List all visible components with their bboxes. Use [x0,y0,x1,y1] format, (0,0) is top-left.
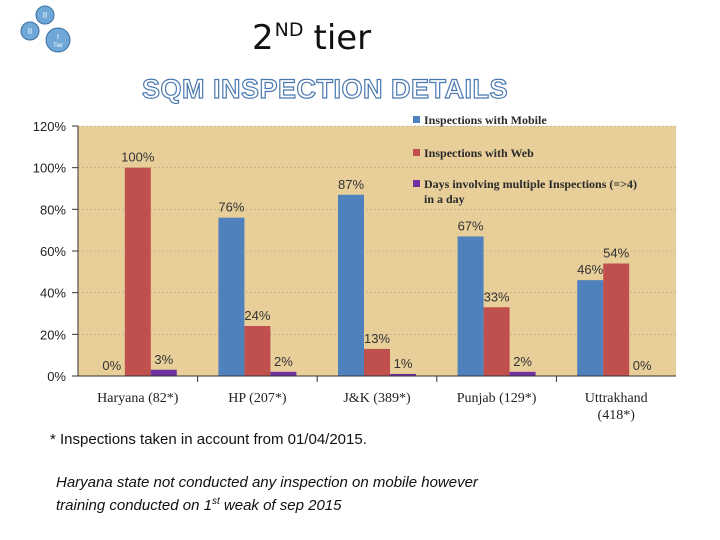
x-tick-label: Haryana (82*) [97,391,179,406]
data-label: 3% [154,352,173,367]
legend-swatch [413,116,420,123]
x-tick-label-line: Haryana (82*) [97,391,179,406]
y-tick-label: 20% [40,327,66,342]
logo-label-top: II [43,11,47,20]
legend-label-line: Inspections with Web [424,146,534,160]
y-tick-label: 100% [33,161,67,176]
data-label: 24% [244,308,270,323]
legend-label: Inspections with Web [424,146,534,160]
x-tick-label-line: (418*) [598,408,636,423]
logo-label-center-top: I [57,34,59,41]
legend-label-line: in a day [424,192,465,206]
data-label: 76% [218,200,244,215]
bar [509,371,536,376]
data-label: 0% [633,358,652,373]
data-label: 2% [274,354,293,369]
axes: 0% 20% 40% 60% 80% 100% 120% Haryana (82*) HP (2… [33,119,676,423]
y-tick-label: 120% [33,119,67,134]
bar [244,326,271,376]
bar [218,217,245,376]
data-label: 2% [513,354,532,369]
note-line-1: Haryana state not conducted any inspecti… [56,474,478,491]
x-tick-label: Punjab (129*) [457,391,537,406]
bar [364,348,390,376]
bar [270,371,297,376]
note-line-2-sup: st [211,496,220,507]
legend-label-line: Days involving multiple Inspections (=>4… [424,177,637,191]
data-label: 100% [121,150,155,165]
legend-label: Days involving multiple Inspections (=>4… [424,177,637,206]
note-line-2-prefix: training conducted on 1 [56,497,212,514]
note-line-2-suffix: weak of sep 2015 [219,497,342,514]
plot-background [78,126,676,376]
footnote: * Inspections taken in account from 01/0… [50,431,367,448]
bar [457,236,484,376]
tier-superscript: ND [274,19,304,41]
bar [338,194,364,376]
x-tick-label: HP (207*) [228,391,287,406]
chart-title: SQM INSPECTION DETAILS [141,73,509,104]
bar [483,307,510,376]
legend-label: Inspections with Mobile [424,113,547,127]
x-tick-label-line: J&K (389*) [343,391,411,406]
inspection-chart: 0%76%87%67%46%100%24%13%33%54%3% 2% 1% 2% 0%… [33,113,676,423]
data-label: 54% [603,246,629,261]
tier-word: tier [313,18,372,58]
legend-swatch [413,180,420,187]
x-tick-label-line: Uttrakhand [585,391,648,406]
data-label: 1% [394,356,413,371]
legend-swatch [413,149,420,156]
tier-heading: 2ND tier [252,18,371,58]
y-tick-label: 40% [40,286,66,301]
tier-logo: II II I Tier [20,5,71,53]
x-tick-label-line: Punjab (129*) [457,391,537,406]
data-label: 87% [338,177,364,192]
data-label: 0% [102,358,121,373]
data-label: 33% [484,289,510,304]
data-label: 46% [577,262,603,277]
logo-label-left: II [28,27,32,36]
y-tick-label: 60% [40,244,66,259]
data-label: 13% [364,331,390,346]
y-tick-label: 0% [47,369,66,384]
logo-label-center-bottom: Tier [53,43,63,49]
bar [124,167,151,376]
legend-label-line: Inspections with Mobile [424,113,547,127]
x-tick-label: J&K (389*) [343,391,411,406]
x-tick-label-line: HP (207*) [228,391,287,406]
x-tick-label: Uttrakhand (418*) [585,391,648,423]
data-labels: 0% 76% 87% 67% 46% 100% 24% 13% 33% 54% 3% 2% 1% 2% 0% [102,150,652,373]
bar [150,369,177,376]
tier-number: 2 [252,18,274,58]
note-line-2: training conducted on 1st weak of sep 20… [56,492,596,515]
plot-area [78,126,676,376]
note: Haryana state not conducted any inspecti… [56,473,596,515]
bars [124,167,630,376]
legend: Inspections with Mobile Inspections with … [413,113,637,206]
data-label: 67% [458,218,484,233]
y-tick-label: 80% [40,202,66,217]
bar [577,280,604,376]
bar [390,373,416,376]
bar [603,263,630,376]
